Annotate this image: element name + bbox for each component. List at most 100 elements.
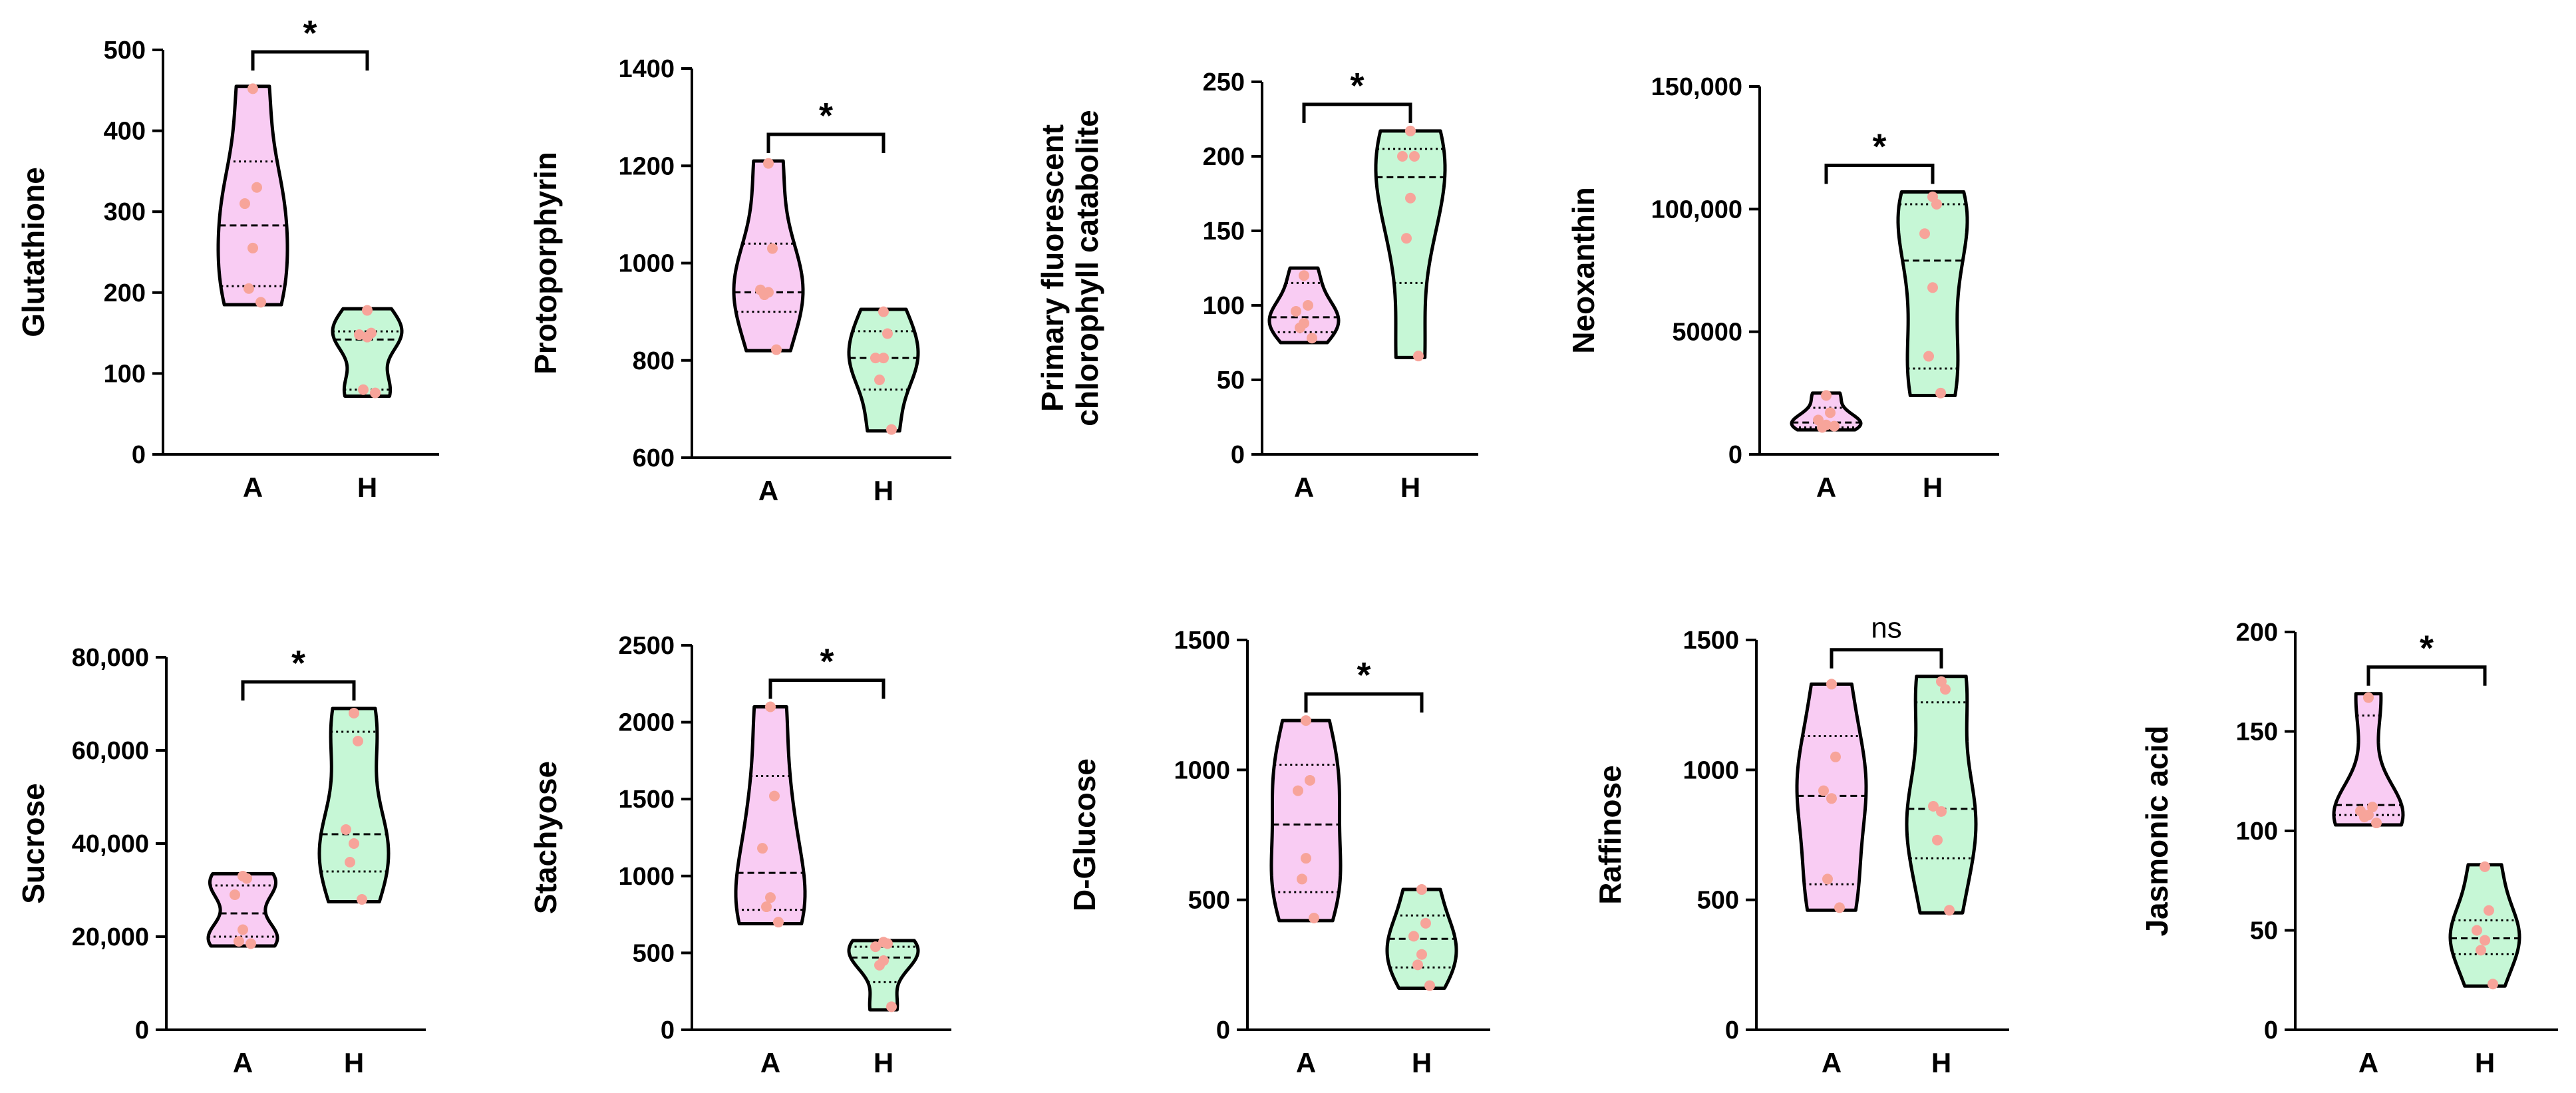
y-tick-label: 20,000 (72, 923, 149, 951)
y-tick-label: 1200 (618, 152, 675, 180)
category-label: H (1931, 1047, 1951, 1078)
data-point (1936, 806, 1947, 817)
data-point (1420, 917, 1431, 929)
data-point (2472, 925, 2482, 936)
y-tick-label: 150 (1203, 218, 1245, 245)
data-point (882, 328, 893, 339)
y-tick-label: 150,000 (1651, 73, 1742, 101)
y-tick-label: 500 (104, 37, 146, 65)
data-point (1297, 873, 1307, 885)
y-tick-label: 0 (135, 1016, 149, 1044)
violin-a (1269, 718, 1343, 923)
y-tick-label: 1000 (618, 863, 675, 891)
data-point (1834, 902, 1845, 913)
significance-label: * (1357, 655, 1370, 695)
category-label: A (760, 1047, 780, 1078)
y-axis-label-line: Primary fluorescent (1035, 124, 1070, 412)
data-point (345, 857, 355, 867)
violin-panel-3: 0 50 100 150 200 250 Primary fluorescentchloro… (1035, 66, 1478, 503)
significance-bracket (251, 50, 369, 71)
data-point (243, 283, 254, 294)
violin-a (2332, 692, 2405, 827)
y-tick-label: 0 (132, 441, 146, 469)
data-point (1826, 679, 1837, 690)
y-tick-label: 2000 (618, 709, 675, 737)
y-tick-label: 100,000 (1651, 196, 1742, 224)
violin-a (216, 84, 289, 307)
data-point (878, 306, 889, 317)
data-point (773, 917, 784, 928)
y-tick-label: 150 (2236, 718, 2278, 746)
data-point (1305, 774, 1315, 786)
y-tick-label: 0 (661, 1016, 675, 1044)
significance-label: * (1350, 66, 1364, 106)
data-point (765, 701, 776, 712)
y-tick-label: 500 (1697, 887, 1739, 915)
significance-bracket (241, 680, 356, 701)
significance-bracket (1302, 102, 1412, 123)
significance-label: * (819, 96, 833, 136)
category-label: A (1822, 1047, 1842, 1078)
significance-label: * (303, 13, 317, 53)
data-point (1935, 387, 1946, 398)
category-label: H (1923, 472, 1943, 503)
data-point (1416, 884, 1427, 895)
data-point (1405, 192, 1416, 204)
significance-bracket (1824, 164, 1935, 184)
data-point (1301, 853, 1311, 864)
data-point (1309, 913, 1319, 924)
data-point (1299, 270, 1309, 281)
data-point (242, 873, 252, 884)
data-point (1293, 785, 1303, 796)
data-point (2476, 945, 2486, 956)
y-tick-label: 0 (1216, 1016, 1230, 1044)
data-point (2371, 818, 2382, 829)
data-point (349, 708, 359, 718)
y-tick-label: 500 (1188, 887, 1230, 915)
data-point (1405, 125, 1416, 136)
y-tick-label: 250 (1203, 69, 1245, 96)
data-point (1408, 931, 1419, 942)
category-label: H (1400, 472, 1420, 503)
significance-label: * (2420, 629, 2434, 669)
violin-panel-7: 0 500 1000 1500 D-Glucose A H * (1067, 627, 1490, 1078)
y-tick-label: 100 (104, 360, 146, 388)
data-point (240, 198, 250, 210)
y-axis-label: Glutathione (16, 167, 51, 337)
data-point (1291, 305, 1301, 317)
violin-h (2448, 863, 2521, 988)
data-point (247, 83, 258, 94)
data-point (1818, 785, 1829, 796)
y-tick-label: 200 (2236, 619, 2278, 647)
category-label: H (357, 472, 377, 503)
data-point (362, 331, 373, 343)
violin-h (847, 939, 920, 1012)
data-point (874, 959, 885, 971)
data-point (878, 353, 889, 364)
violin-a (732, 159, 805, 353)
data-point (2359, 812, 2370, 823)
violin-h (1374, 129, 1447, 359)
y-tick-label: 200 (1203, 143, 1245, 171)
data-point (1295, 322, 1305, 333)
data-point (2480, 861, 2490, 872)
data-point (1303, 300, 1313, 311)
data-point (2363, 692, 2374, 703)
category-label: A (1296, 1047, 1316, 1078)
category-label: H (1412, 1047, 1432, 1078)
data-point (1817, 422, 1828, 433)
category-label: H (2475, 1047, 2495, 1078)
y-axis-label: Sucrose (16, 783, 51, 904)
data-point (1822, 873, 1833, 885)
data-point (1830, 751, 1841, 762)
y-tick-label: 50 (2250, 917, 2278, 945)
data-point (354, 329, 365, 341)
y-tick-label: 40,000 (72, 830, 149, 858)
violin-panel-9: 0 50 100 150 200 Jasmonic acid A H * (2140, 619, 2558, 1078)
data-point (1397, 151, 1408, 162)
violin-panel-5: 0 20,000 40,000 60,000 80,000 Sucrose A H * (16, 643, 426, 1078)
data-point (1825, 407, 1836, 418)
y-tick-label: 50000 (1672, 319, 1742, 347)
y-axis-label: Raffinose (1593, 765, 1627, 905)
data-point (2367, 802, 2378, 813)
